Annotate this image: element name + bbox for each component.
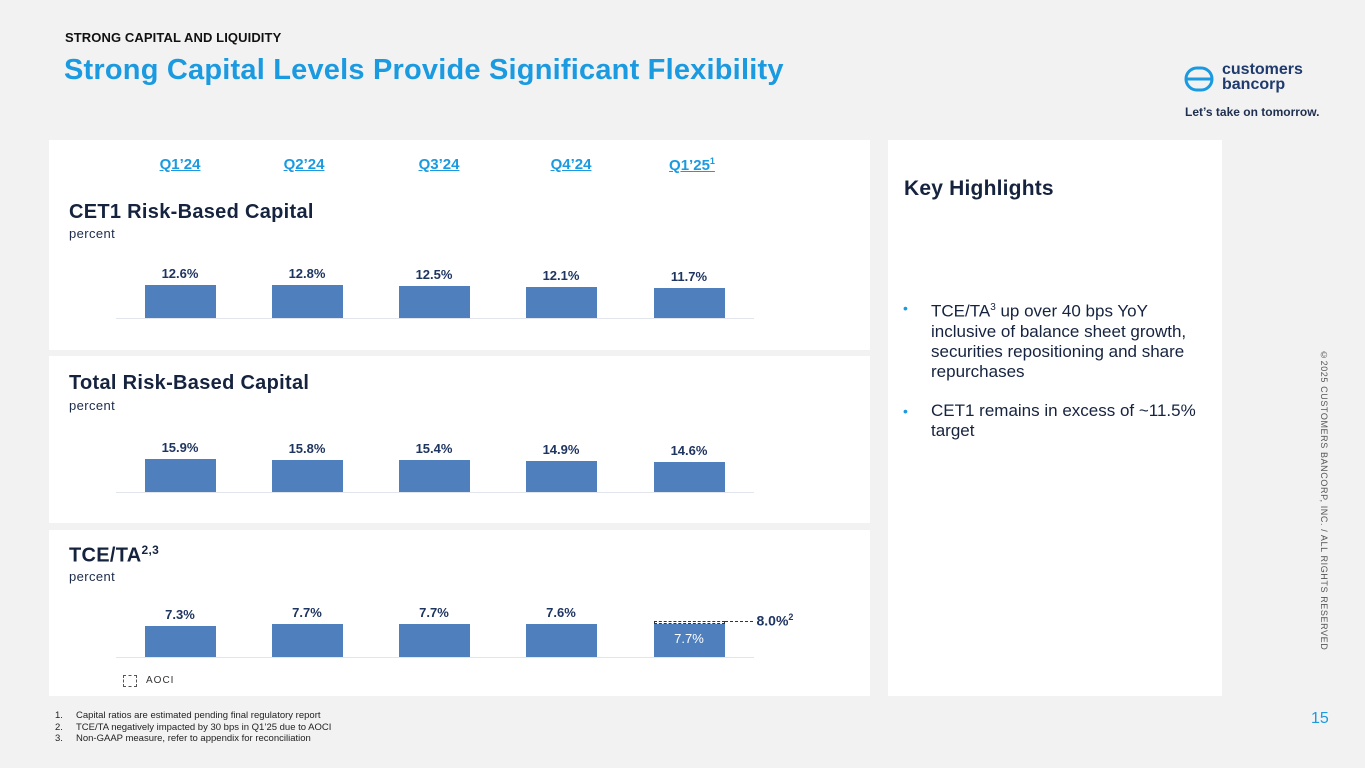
logo-mark-icon [1184,66,1214,92]
bar-value-label: 7.7% [292,604,322,620]
chart-bar [398,460,470,492]
logo-wordmark: customers bancorp [1222,61,1303,93]
chart-bar [525,624,597,657]
logo-line-1: customers [1222,61,1303,78]
chart-baseline [116,492,754,493]
chart-bar [525,286,597,318]
chart-bar [271,284,343,318]
footnote-number: 1. [55,710,63,721]
aoci-addback-box [653,620,725,624]
company-logo: customers bancorp [1184,62,1324,98]
ex-aoci-value-label: 8.0%2 [756,612,794,629]
bullet-dot-icon: • [903,402,908,419]
quarter-label: Q1’24 [159,156,201,173]
chart-title: TCE/TA2,3 [69,543,160,567]
chart-bar [144,285,216,318]
bar-value-label: 15.8% [288,440,326,456]
chart-unit-label: percent [69,569,116,584]
bullet-text: CET1 remains in excess of ~11.5% target [931,400,1196,440]
chart-unit-label: percent [69,226,116,241]
bar-value-label: 14.6% [670,443,708,459]
bar-value-label: 12.5% [415,266,453,282]
bar-value-label: 11.7% [670,268,708,284]
bar-value-label: 7.6% [546,605,576,621]
bullet-footnote-ref: 3 [990,302,996,313]
bar-value-label: 15.9% [161,440,199,456]
footnote-item: 3. Non-GAAP measure, refer to appendix fo… [55,733,331,745]
title-footnote-ref: 2,3 [141,543,160,557]
bar-value-label: 12.8% [288,265,326,281]
tagline: Let’s take on tomorrow. [1185,105,1320,119]
chart-bar [525,461,597,492]
page-number: 15 [1311,710,1329,727]
chart-bar [271,459,343,492]
footnote-text: Non-GAAP measure, refer to appendix for … [76,733,311,744]
footnote-item: 2. TCE/TA negatively impacted by 30 bps i… [55,722,331,734]
chart-bar [653,623,725,657]
chart-bar [144,459,216,492]
bar-value-label: 14.9% [542,442,580,458]
chart-title: CET1 Risk-Based Capital [69,201,314,223]
footnote-text: TCE/TA negatively impacted by 30 bps in … [76,721,332,733]
key-highlights-panel [888,140,1222,696]
bullet-text: TCE/TA [931,301,991,321]
quarter-footnote-ref: 1 [709,156,715,166]
highlights-list: • TCE/TA3 up over 40 bps YoY inclusive of… [903,298,1203,460]
highlight-bullet: • TCE/TA3 up over 40 bps YoY inclusive of… [903,298,1203,382]
footnote-number: 3. [55,733,63,744]
chart-bar [144,625,216,657]
quarter-label: Q2’24 [283,156,325,173]
bar-value-label: 7.3% [165,606,195,622]
chart-bar [653,462,725,492]
chart-unit-label: percent [69,398,116,413]
ex-aoci-footnote-ref: 2 [788,612,794,623]
chart-baseline [116,318,754,319]
chart-bar [653,287,725,318]
chart-title: Total Risk-Based Capital [69,372,310,394]
footnotes: 1. Capital ratios are estimated pending f… [55,710,331,745]
aoci-legend-label: AOCI [146,675,175,686]
bar-value-label: 15.4% [415,441,453,457]
bullet-dot-icon: • [903,300,908,316]
chart-bar [398,285,470,318]
footnote-text: Capital ratios are estimated pending fin… [76,710,321,721]
aoci-legend-swatch [123,675,137,687]
chart-bar [398,623,470,657]
bar-value-label: 7.7% [419,604,449,620]
total-rbc-panel [49,356,870,523]
section-kicker: STRONG CAPITAL AND LIQUIDITY [65,30,282,45]
footnote-number: 2. [55,721,63,733]
bullet-text-cont: up over 40 bps YoY inclusive of balance … [931,301,1187,381]
chart-baseline [116,657,754,658]
key-highlights-title: Key Highlights [904,177,1054,200]
chart-bar [271,623,343,657]
footnote-item: 1. Capital ratios are estimated pending f… [55,710,331,722]
aoci-leader-line [724,621,753,623]
bar-inner-value-label: 7.7% [674,630,704,646]
logo-line-2: bancorp [1222,76,1286,93]
copyright-notice: ©2025 CUSTOMERS BANCORP, INC. / ALL RIGH… [1319,350,1329,651]
highlight-bullet: • CET1 remains in excess of ~11.5% target [903,401,1203,441]
quarter-label: Q4’24 [550,156,592,173]
page-title: Strong Capital Levels Provide Significan… [64,54,784,86]
quarter-label: Q3’24 [418,156,460,173]
tce-ta-panel [49,530,870,696]
bar-value-label: 12.1% [542,267,580,283]
quarter-label: Q1’251 [669,156,715,174]
bar-value-label: 12.6% [161,266,199,282]
